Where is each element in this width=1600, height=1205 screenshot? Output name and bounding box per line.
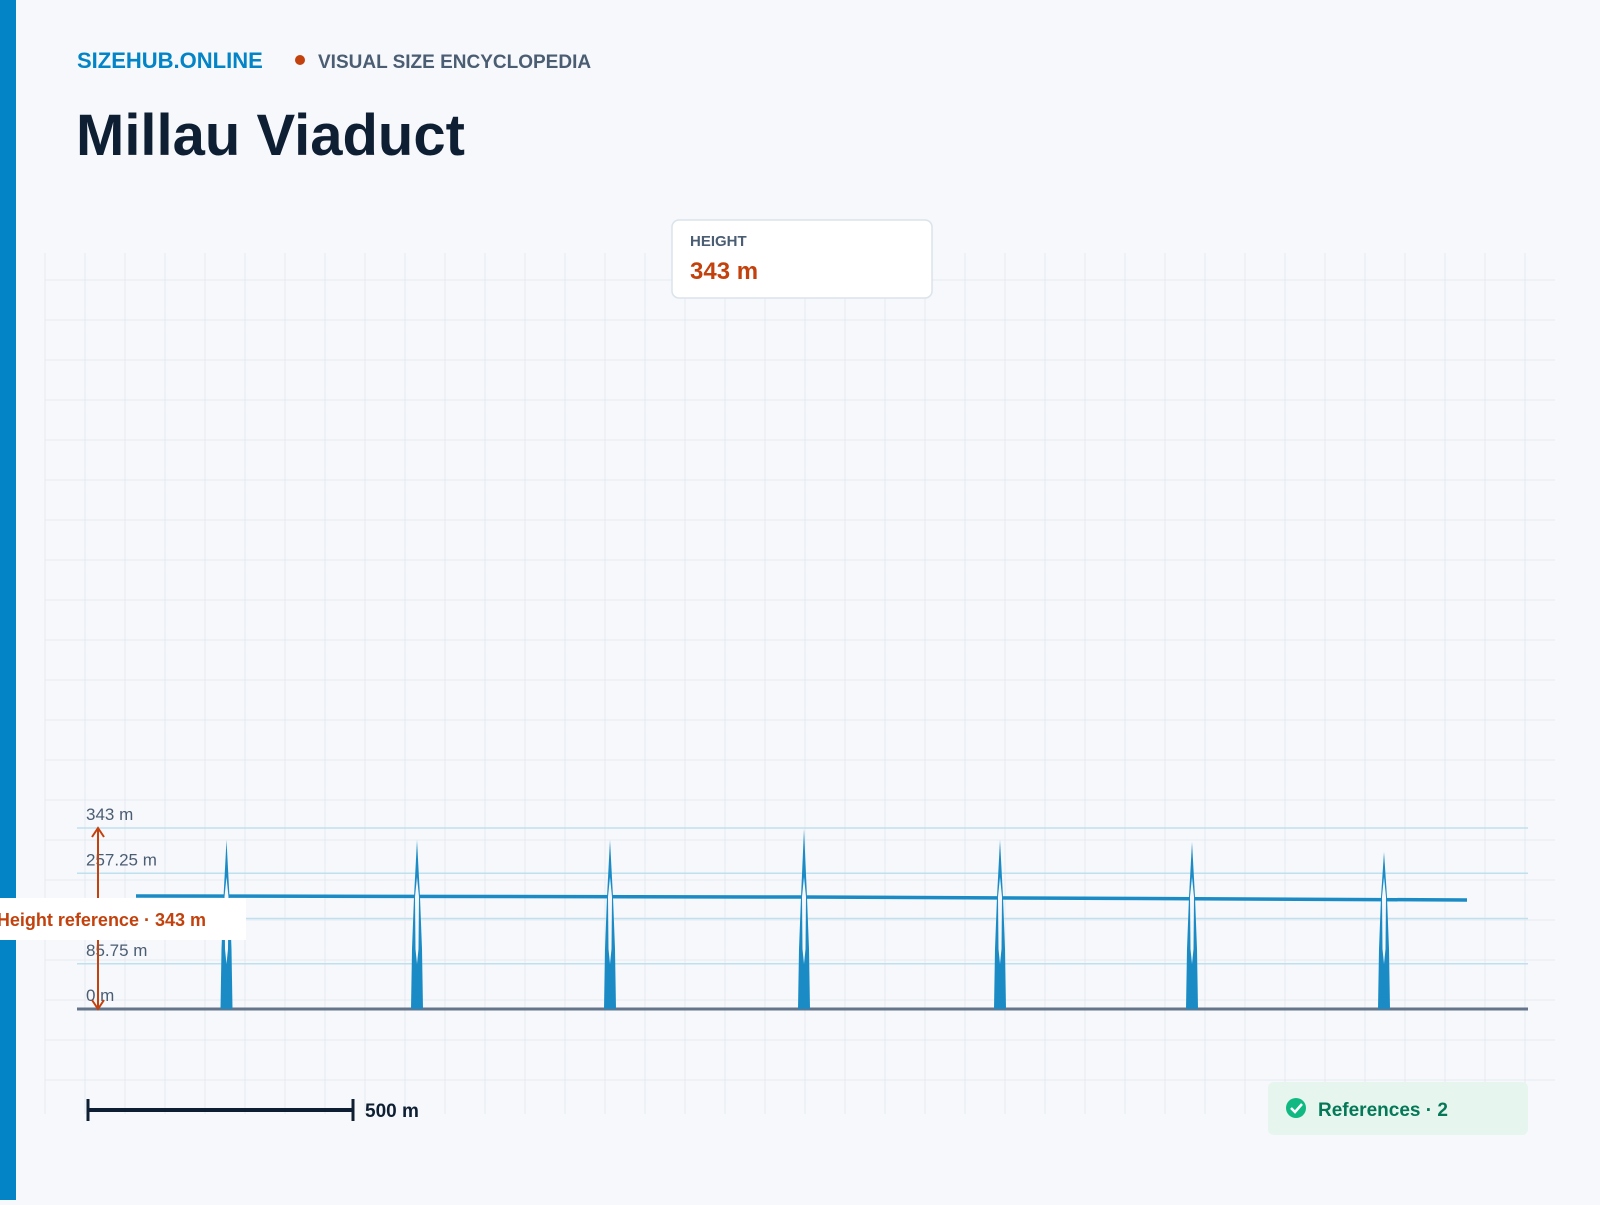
arrow-head xyxy=(91,826,105,838)
tick-label: 85.75 m xyxy=(86,941,147,960)
check-icon xyxy=(1286,1098,1306,1118)
tick-label: 0 m xyxy=(86,986,114,1005)
pylon-gap xyxy=(802,877,806,964)
pylon-gap xyxy=(1382,877,1386,964)
page-title: Millau Viaduct xyxy=(76,103,465,168)
tick-label: 257.25 m xyxy=(86,850,157,869)
pylon-gap xyxy=(1190,877,1194,964)
arrow-head xyxy=(91,999,105,1011)
pylon-gap xyxy=(998,877,1002,964)
references-badge[interactable] xyxy=(1268,1082,1528,1135)
tagline: VISUAL SIZE ENCYCLOPEDIA xyxy=(318,52,591,73)
pylon-gap xyxy=(415,877,419,964)
tick-label: 343 m xyxy=(86,805,133,824)
deck xyxy=(135,894,1468,902)
stat-label: HEIGHT xyxy=(690,233,747,250)
reference-label: Height reference · 343 m xyxy=(0,910,206,930)
check-mark xyxy=(1290,1103,1303,1114)
separator-dot xyxy=(295,55,305,65)
brand[interactable]: SIZEHUB.ONLINE xyxy=(77,48,263,73)
references-label[interactable]: References · 2 xyxy=(1318,1100,1448,1121)
stat-value: 343 m xyxy=(690,258,758,285)
stat-card xyxy=(671,219,933,299)
accent-bar xyxy=(0,0,16,1200)
reference-label-bg xyxy=(0,898,246,940)
scale-bar-label: 500 m xyxy=(365,1101,419,1122)
background-grid xyxy=(44,253,1555,1114)
pylon-gap xyxy=(608,877,612,964)
